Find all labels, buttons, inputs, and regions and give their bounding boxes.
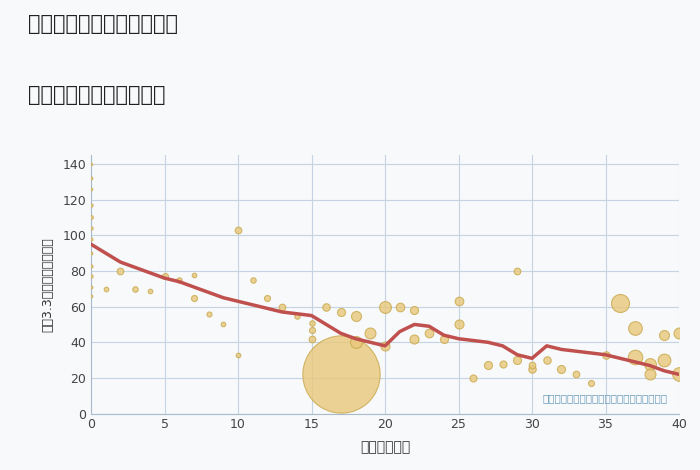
Point xyxy=(526,362,538,369)
Point xyxy=(541,356,552,364)
Point xyxy=(629,353,641,360)
Point xyxy=(115,267,126,275)
Point xyxy=(218,321,229,328)
Point xyxy=(512,356,523,364)
Point xyxy=(453,298,464,305)
Point xyxy=(409,335,420,343)
Point xyxy=(379,342,391,350)
Text: 大阪府東大阪市玉串町東の: 大阪府東大阪市玉串町東の xyxy=(28,14,178,34)
Point xyxy=(453,321,464,328)
Point xyxy=(85,273,97,280)
X-axis label: 築年数（年）: 築年数（年） xyxy=(360,440,410,454)
Point xyxy=(673,329,685,337)
Point xyxy=(365,329,376,337)
Point xyxy=(203,310,214,318)
Point xyxy=(629,324,641,332)
Point xyxy=(673,371,685,378)
Point xyxy=(556,365,567,373)
Point xyxy=(512,267,523,275)
Point xyxy=(85,250,97,257)
Point xyxy=(85,283,97,291)
Point xyxy=(306,335,317,343)
Point xyxy=(174,276,185,284)
Point xyxy=(468,374,479,382)
Point xyxy=(570,371,582,378)
Point xyxy=(409,306,420,314)
Point xyxy=(291,312,302,319)
Point xyxy=(276,303,288,310)
Point xyxy=(526,365,538,373)
Point xyxy=(85,235,97,243)
Point xyxy=(615,299,626,307)
Point xyxy=(262,294,273,301)
Text: 円の大きさは、取引のあった物件面積を示す: 円の大きさは、取引のあった物件面積を示す xyxy=(542,393,667,403)
Point xyxy=(335,371,346,378)
Point xyxy=(85,292,97,300)
Point xyxy=(188,271,199,278)
Point xyxy=(482,362,493,369)
Point xyxy=(85,225,97,232)
Point xyxy=(424,329,435,337)
Point xyxy=(350,312,361,319)
Point xyxy=(644,360,655,368)
Point xyxy=(232,351,244,359)
Point xyxy=(350,338,361,346)
Point xyxy=(394,303,405,310)
Point xyxy=(644,371,655,378)
Text: 築年数別中古戸建て価格: 築年数別中古戸建て価格 xyxy=(28,85,165,105)
Point xyxy=(100,285,111,292)
Point xyxy=(306,319,317,327)
Point xyxy=(232,226,244,234)
Point xyxy=(85,160,97,168)
Point xyxy=(321,303,332,310)
Point xyxy=(85,174,97,182)
Point xyxy=(335,308,346,316)
Point xyxy=(85,185,97,193)
Point xyxy=(659,356,670,364)
Point xyxy=(585,380,596,387)
Point xyxy=(144,287,155,294)
Point xyxy=(247,276,258,284)
Point xyxy=(130,285,141,292)
Point xyxy=(188,294,199,301)
Point xyxy=(379,303,391,310)
Point xyxy=(306,326,317,334)
Point xyxy=(85,201,97,209)
Point xyxy=(659,331,670,339)
Point xyxy=(85,262,97,269)
Point xyxy=(600,351,611,359)
Point xyxy=(85,214,97,221)
Point xyxy=(497,360,508,368)
Point xyxy=(438,335,449,343)
Y-axis label: 坪（3.3㎡）単価（万円）: 坪（3.3㎡）単価（万円） xyxy=(41,237,54,332)
Point xyxy=(159,273,170,280)
